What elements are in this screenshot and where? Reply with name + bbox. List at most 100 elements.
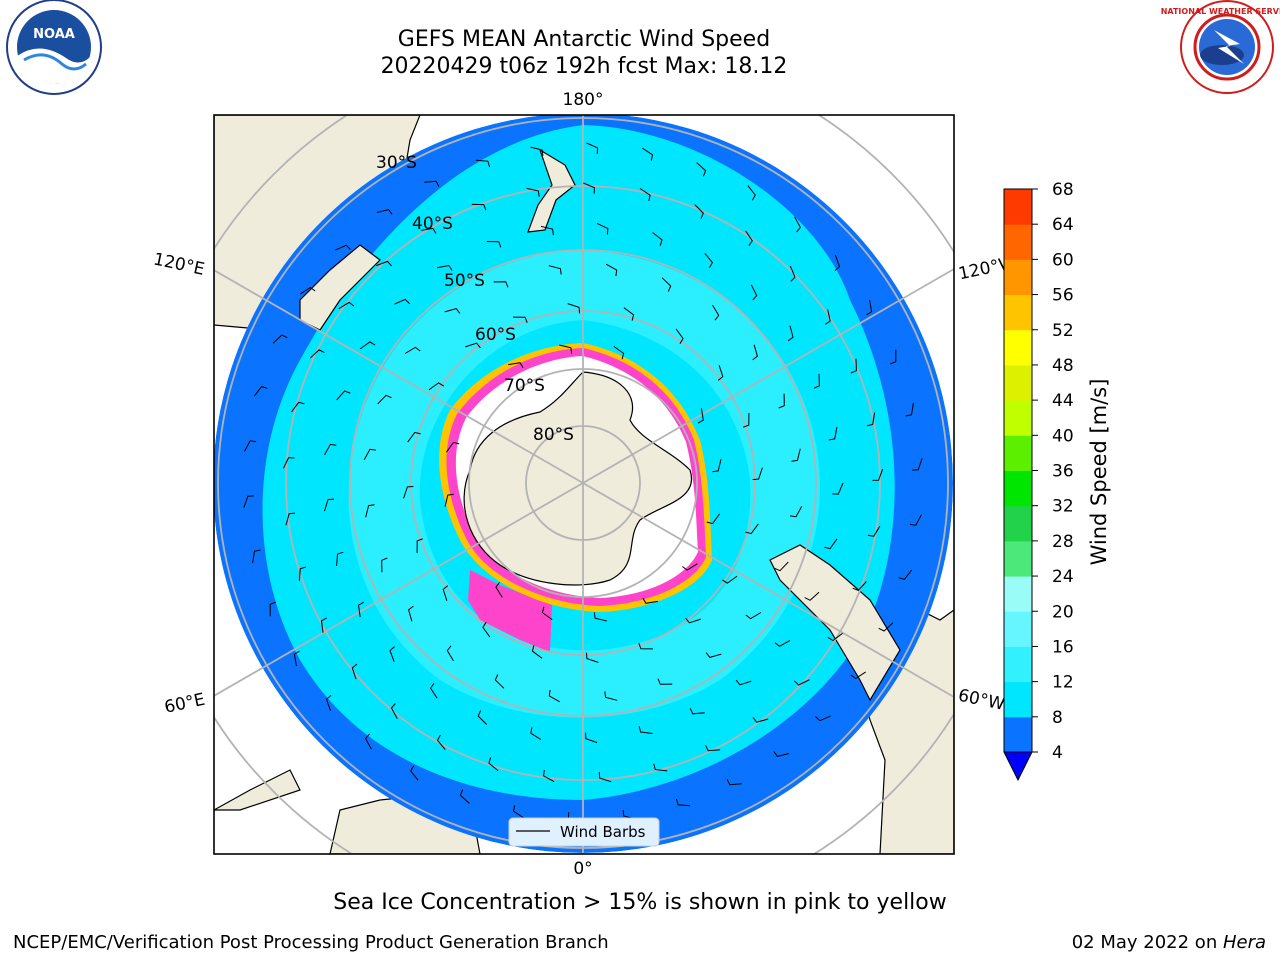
colorbar-tick-label: 48	[1052, 356, 1074, 376]
wind-barb	[661, 277, 672, 292]
title-line-2: 20220429 t06z 192h fcst Max: 18.12	[380, 54, 788, 79]
wind-barb	[526, 187, 540, 197]
wind-barb	[752, 467, 763, 480]
wind-barb	[872, 468, 884, 481]
wind-barb	[300, 286, 316, 295]
wind-barb	[444, 493, 454, 507]
wind-barb	[540, 225, 554, 236]
lat-label-50s: 50°S	[444, 271, 485, 291]
wind-barb	[605, 263, 618, 277]
wind-barb	[675, 328, 684, 344]
wind-barb	[389, 646, 395, 662]
map-border	[213, 114, 955, 855]
wind-barb	[804, 591, 820, 601]
wind-barb	[793, 679, 810, 686]
wind-barb	[642, 597, 658, 604]
colorbar-label: Wind Speed [m/s]	[1087, 379, 1111, 566]
lat-label-80s: 80°S	[533, 425, 574, 445]
wind-barb	[726, 779, 742, 786]
colorbar-tick-label: 36	[1052, 462, 1074, 482]
wind-barb	[778, 393, 785, 409]
wind-barb	[253, 386, 268, 397]
wind-barb	[696, 162, 707, 177]
wind-barb	[530, 146, 544, 156]
wind-barb	[789, 505, 803, 518]
wind-barb	[794, 216, 802, 233]
wind-barb	[475, 159, 491, 168]
colorbar-segment	[1004, 540, 1032, 577]
wind-barb	[867, 525, 881, 537]
wind-barb	[512, 805, 524, 819]
colorbar-segment	[1004, 505, 1032, 542]
wind-barb	[653, 763, 668, 772]
wind-barb	[336, 551, 344, 567]
wind-barb	[482, 622, 491, 638]
wind-barb	[437, 264, 453, 271]
wind-barb	[541, 606, 553, 621]
wind-barb	[493, 281, 509, 288]
wind-barb	[335, 244, 351, 251]
wind-barb	[416, 538, 423, 553]
wind-barb	[638, 643, 653, 650]
wind-barb	[747, 185, 756, 201]
wind-barb	[722, 575, 738, 584]
wind-barb	[363, 448, 377, 461]
lon-label-60w: 60°W	[956, 686, 1006, 715]
wind-barb	[682, 563, 698, 571]
wind-barb	[359, 341, 376, 350]
wind-barb	[828, 427, 838, 441]
colorbar-tick-label: 20	[1052, 602, 1074, 622]
wind-barb	[898, 569, 913, 580]
colorbar-tick-label: 12	[1052, 673, 1074, 693]
wind-barb	[320, 617, 328, 633]
colorbar-segment	[1004, 189, 1032, 225]
wind-barb	[424, 180, 440, 187]
colorbar-tick-label: 4	[1052, 743, 1063, 763]
lon-label-0: 0°	[573, 859, 592, 879]
wind-barb	[442, 585, 449, 601]
wind-barb	[706, 513, 721, 525]
wind-barb	[824, 538, 838, 550]
wind-barb	[866, 299, 873, 316]
colorbar-tick-label: 44	[1052, 391, 1074, 411]
colorbar-segment	[1004, 611, 1032, 647]
nws-logo-text: NATIONAL WEATHER SERVICE	[1161, 7, 1280, 16]
wind-barb	[336, 390, 351, 401]
wind-barb	[813, 373, 820, 389]
wind-barb	[583, 182, 595, 194]
colorbar-tick-label: 52	[1052, 321, 1074, 341]
wind-barb	[752, 717, 769, 723]
wind-barb	[774, 561, 789, 572]
wind-barb	[403, 486, 414, 499]
wind-barb	[293, 650, 300, 667]
wind-barb	[694, 204, 704, 219]
wind-barb	[912, 458, 923, 471]
wind-barb	[377, 394, 392, 405]
wind-barb	[638, 726, 653, 734]
wind-barb	[381, 557, 388, 573]
wind-barb	[852, 581, 867, 591]
colorbar-tick-label: 28	[1052, 532, 1074, 552]
wind-barb	[567, 303, 580, 314]
wind-barb	[789, 265, 796, 282]
noaa-logo-text: NOAA	[33, 27, 75, 42]
wind-barb	[324, 498, 335, 512]
wind-barb	[298, 566, 307, 581]
wind-barb	[272, 334, 288, 344]
wind-barb	[787, 325, 794, 342]
wind-barb	[244, 440, 257, 452]
wind-barb	[642, 147, 654, 161]
footer-date: 02 May 2022 on	[1071, 932, 1223, 953]
wind-barb	[548, 689, 561, 703]
wind-barbs	[243, 142, 923, 824]
wind-barb	[351, 663, 358, 680]
map-legend: Wind Barbs	[508, 817, 660, 847]
wind-barb	[909, 514, 922, 526]
lat-label-70s: 70°S	[504, 376, 545, 396]
colorbar-segment	[1004, 576, 1032, 612]
lat-label-60s: 60°S	[475, 325, 516, 345]
wind-barb	[429, 683, 438, 699]
colorbar-segment	[1004, 259, 1032, 296]
wind-barb	[508, 362, 524, 369]
wind-barb	[774, 639, 791, 647]
